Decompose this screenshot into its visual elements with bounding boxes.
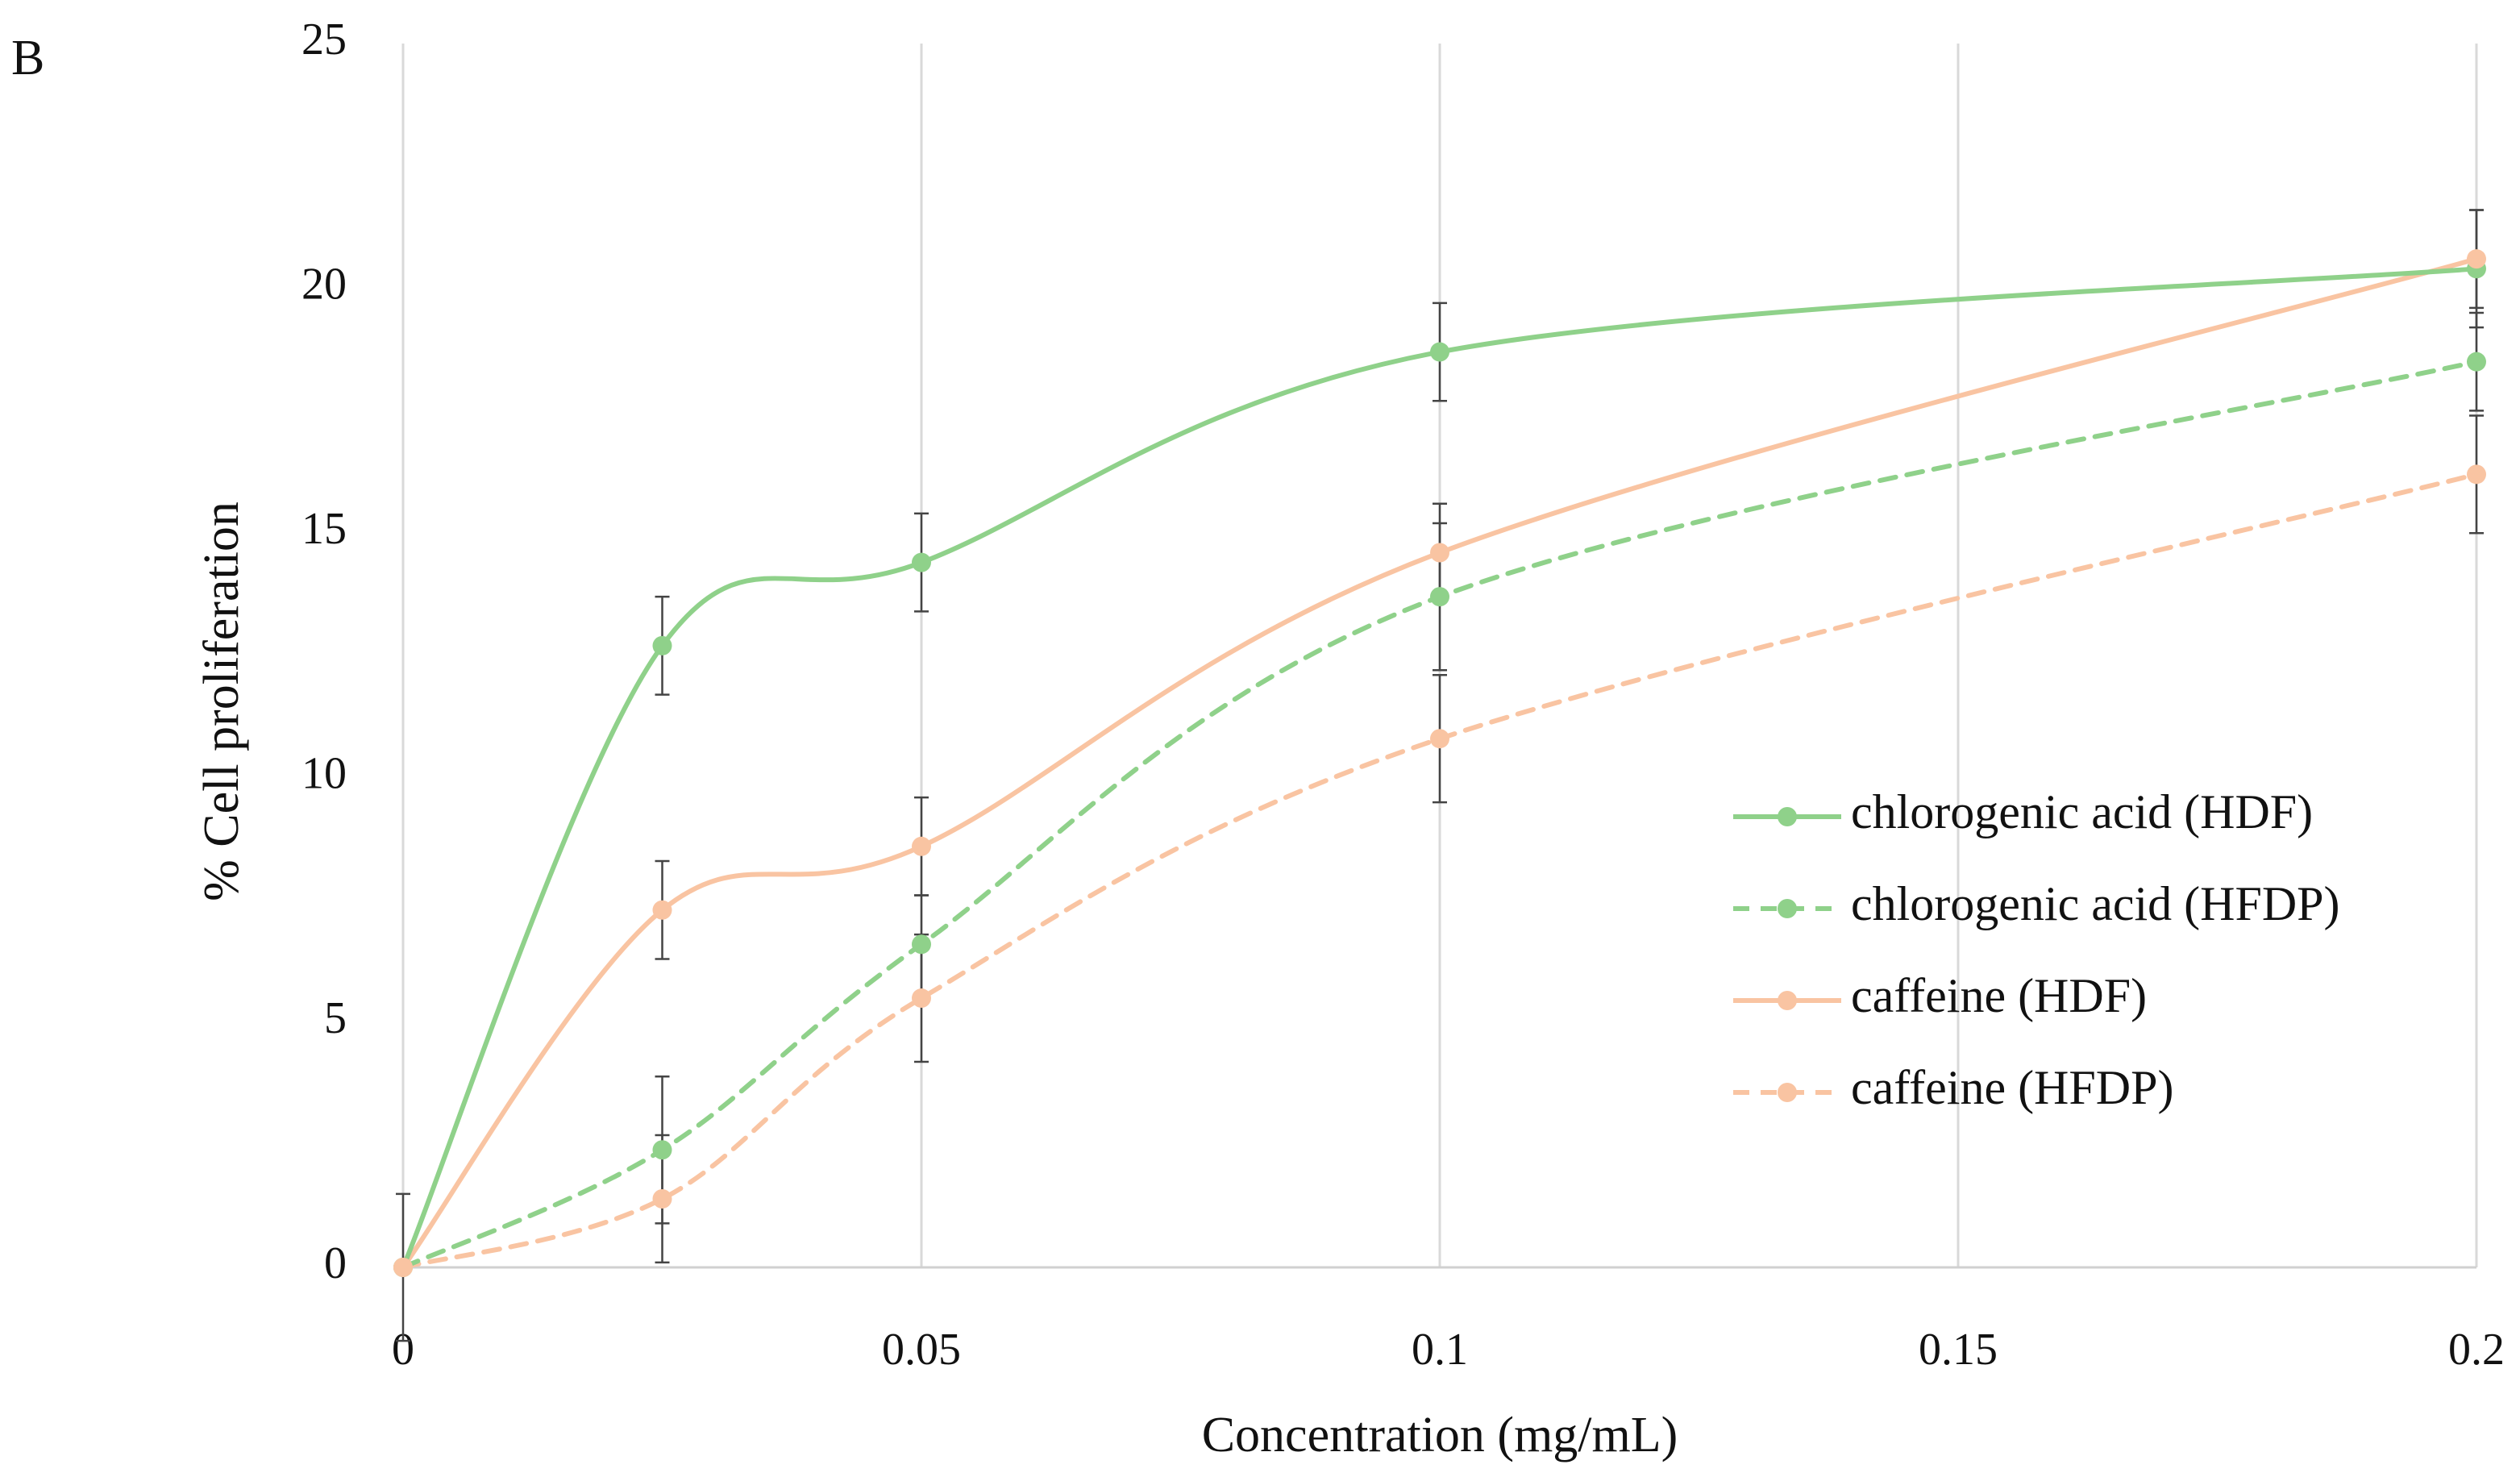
panel-label: B	[11, 31, 44, 85]
legend-item: chlorogenic acid (HFDP)	[1733, 877, 2340, 930]
data-point-chlorogenic-acid-hfdp	[2467, 352, 2486, 372]
x-tick-label: 0.05	[882, 1325, 961, 1375]
legend-swatch-marker	[1778, 807, 1797, 826]
y-tick-label: 15	[301, 504, 347, 554]
y-axis-ticks: 0 5 10 15 20 25	[301, 15, 347, 1288]
y-tick-label: 25	[301, 15, 347, 64]
data-point-chlorogenic-acid-hdf	[912, 552, 931, 572]
legend-label: chlorogenic acid (HFDP)	[1851, 877, 2340, 930]
y-tick-label: 0	[324, 1238, 347, 1288]
legend-label: caffeine (HDF)	[1851, 969, 2147, 1022]
data-point-caffeine-hdf	[652, 900, 672, 920]
legend-item: caffeine (HFDP)	[1733, 1061, 2173, 1114]
data-point-caffeine-hdf	[1430, 543, 1449, 563]
data-points	[393, 249, 2486, 1277]
legend: chlorogenic acid (HDF) chlorogenic acid (…	[1733, 785, 2340, 1114]
legend-swatch-marker	[1778, 899, 1797, 918]
x-tick-label: 0.2	[2448, 1325, 2505, 1375]
x-axis-title: Concentration (mg/mL)	[1202, 1408, 1678, 1462]
data-point-caffeine-hdf	[2467, 249, 2486, 269]
data-point-caffeine-hfdp	[912, 988, 931, 1009]
data-point-chlorogenic-acid-hfdp	[912, 934, 931, 955]
legend-label: caffeine (HFDP)	[1851, 1061, 2173, 1114]
data-point-chlorogenic-acid-hdf	[652, 635, 672, 655]
data-point-chlorogenic-acid-hfdp	[1430, 587, 1449, 607]
data-point-caffeine-hfdp	[393, 1258, 413, 1277]
series-line-caffeine-hdf	[401, 256, 2479, 1270]
series-lines	[401, 256, 2479, 1270]
x-tick-label: 0.1	[1412, 1325, 1468, 1375]
x-axis-ticks: 0 0.05 0.1 0.15 0.2	[392, 1325, 2505, 1375]
legend-label: chlorogenic acid (HDF)	[1851, 785, 2313, 838]
data-point-chlorogenic-acid-hdf	[1430, 342, 1449, 362]
data-point-caffeine-hdf	[912, 836, 931, 856]
y-tick-label: 20	[301, 259, 347, 309]
legend-item: chlorogenic acid (HDF)	[1733, 785, 2313, 838]
legend-swatch-marker	[1778, 1083, 1797, 1102]
legend-item: caffeine (HDF)	[1733, 969, 2147, 1022]
series-line-caffeine-hfdp	[401, 472, 2479, 1270]
data-point-chlorogenic-acid-hfdp	[652, 1140, 672, 1160]
x-tick-label: 0.15	[1919, 1325, 1998, 1375]
y-axis-title: % Cell proliferation	[194, 501, 249, 901]
y-tick-label: 5	[324, 993, 347, 1043]
data-point-caffeine-hfdp	[652, 1188, 672, 1209]
series-line-chlorogenic-acid-hfdp	[401, 359, 2479, 1270]
legend-swatch-marker	[1778, 991, 1797, 1010]
series-line-chlorogenic-acid-hdf	[401, 266, 2479, 1270]
data-point-caffeine-hfdp	[1430, 729, 1449, 749]
data-point-caffeine-hfdp	[2467, 464, 2486, 485]
y-tick-label: 10	[301, 749, 347, 799]
